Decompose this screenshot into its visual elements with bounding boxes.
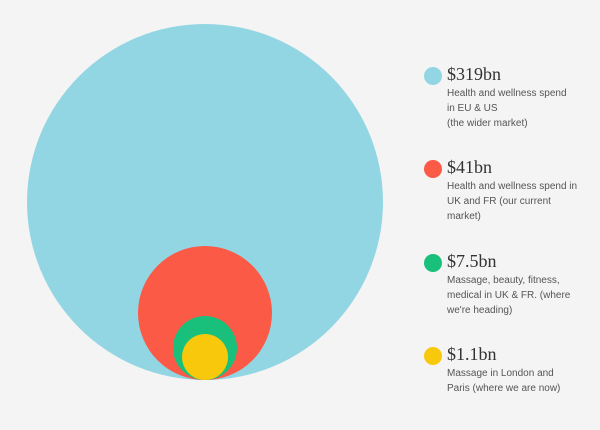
legend-value: $41bn xyxy=(447,157,492,177)
legend-value: $319bn xyxy=(447,64,501,84)
legend-description: Health and wellness spend in UK and FR (… xyxy=(447,179,597,224)
legend-description: Massage, beauty, fitness, medical in UK … xyxy=(447,273,597,318)
legend-value: $7.5bn xyxy=(447,251,497,271)
legend-value: $1.1bn xyxy=(447,344,497,364)
legend-line: Health and wellness spend in xyxy=(447,181,578,192)
legend-dot-red xyxy=(424,160,442,178)
legend-line: we're heading) xyxy=(447,305,513,316)
legend-description: Health and wellness spend in EU & US (th… xyxy=(447,86,597,131)
circle-eu-us xyxy=(27,24,383,380)
circle-london-paris xyxy=(182,334,228,380)
legend-line: Massage in London and xyxy=(447,368,554,379)
legend-text: $41bn Health and wellness spend in UK an… xyxy=(447,157,597,224)
legend-line: Paris (where we are now) xyxy=(447,383,561,394)
legend-line: Health and wellness spend xyxy=(447,88,567,99)
legend-line: (the wider market) xyxy=(447,118,528,129)
legend-line: market) xyxy=(447,211,481,222)
legend-dot-yellow xyxy=(424,347,442,365)
legend-description: Massage in London and Paris (where we ar… xyxy=(447,366,597,396)
legend-text: $319bn Health and wellness spend in EU &… xyxy=(447,64,597,131)
legend-line: UK and FR (our current xyxy=(447,196,551,207)
legend-line: medical in UK & FR. (where xyxy=(447,290,571,301)
legend-dot-green xyxy=(424,254,442,272)
legend-dot-blue xyxy=(424,67,442,85)
legend-line: in EU & US xyxy=(447,103,498,114)
legend-text: $1.1bn Massage in London and Paris (wher… xyxy=(447,344,597,396)
legend-line: Massage, beauty, fitness, xyxy=(447,275,560,286)
legend-text: $7.5bn Massage, beauty, fitness, medical… xyxy=(447,251,597,318)
circle-uk-fr xyxy=(138,246,272,380)
